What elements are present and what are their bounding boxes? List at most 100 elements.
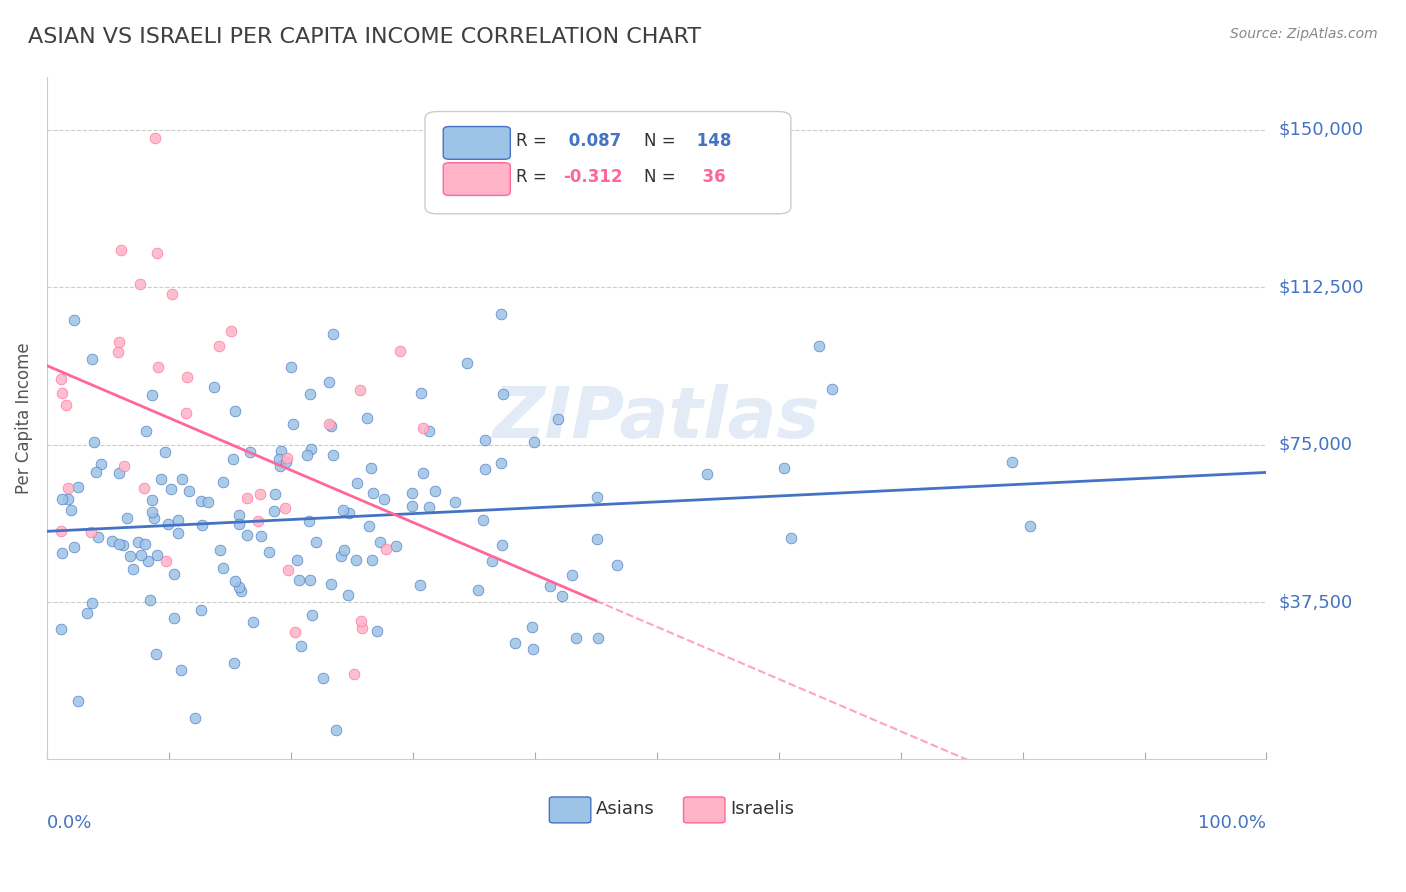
Point xyxy=(333,543,356,558)
Text: $112,500: $112,500 xyxy=(1278,278,1364,296)
Point xyxy=(51,524,73,538)
Text: R =: R = xyxy=(516,168,553,186)
Text: N =: N = xyxy=(644,132,676,150)
Point xyxy=(155,554,177,568)
Point xyxy=(55,398,77,412)
Point xyxy=(290,640,312,654)
Point xyxy=(489,307,512,321)
Point xyxy=(83,434,105,449)
Point xyxy=(224,404,246,418)
Y-axis label: Per Capita Income: Per Capita Income xyxy=(15,343,32,494)
Point xyxy=(277,563,299,577)
FancyBboxPatch shape xyxy=(443,162,510,195)
Point xyxy=(108,334,131,349)
Point xyxy=(63,313,86,327)
Point xyxy=(51,492,73,507)
Point xyxy=(357,519,380,533)
Point xyxy=(585,532,607,546)
Point xyxy=(58,492,80,507)
Point xyxy=(157,516,180,531)
Point xyxy=(481,554,503,568)
Point xyxy=(59,502,82,516)
Point xyxy=(298,514,321,528)
FancyBboxPatch shape xyxy=(425,112,790,214)
Point xyxy=(491,538,513,552)
Point xyxy=(179,483,201,498)
Point xyxy=(270,444,292,458)
Point xyxy=(520,620,543,634)
Point xyxy=(62,540,84,554)
Point xyxy=(408,578,430,592)
Point xyxy=(153,445,176,459)
Point xyxy=(276,451,298,466)
Point xyxy=(143,131,166,145)
Point xyxy=(322,448,344,462)
Point xyxy=(143,511,166,525)
Point xyxy=(318,417,340,432)
Point xyxy=(145,647,167,661)
Text: Source: ZipAtlas.com: Source: ZipAtlas.com xyxy=(1230,27,1378,41)
Point xyxy=(90,458,112,472)
Point xyxy=(236,528,259,542)
Point xyxy=(202,380,225,394)
Point xyxy=(207,339,229,353)
Point xyxy=(368,534,391,549)
Point xyxy=(235,491,257,505)
Point xyxy=(505,636,527,650)
Point xyxy=(145,246,167,260)
Point xyxy=(330,549,353,563)
Point xyxy=(110,243,132,257)
Point xyxy=(321,418,343,433)
Text: ASIAN VS ISRAELI PER CAPITA INCOME CORRELATION CHART: ASIAN VS ISRAELI PER CAPITA INCOME CORRE… xyxy=(28,27,702,46)
Point xyxy=(87,530,110,544)
Point xyxy=(162,287,184,301)
Point xyxy=(551,590,574,604)
Point xyxy=(423,483,446,498)
Point xyxy=(288,573,311,587)
Point xyxy=(163,567,186,582)
Point xyxy=(228,580,250,594)
Point xyxy=(127,535,149,549)
Point xyxy=(141,493,163,508)
Point xyxy=(107,537,129,551)
Text: $150,000: $150,000 xyxy=(1278,121,1364,139)
Point xyxy=(51,372,73,386)
Text: 0.087: 0.087 xyxy=(562,132,621,150)
Point xyxy=(269,459,291,474)
Point xyxy=(299,573,322,587)
Point xyxy=(588,631,610,645)
Point xyxy=(301,608,323,623)
Point xyxy=(76,606,98,620)
Point xyxy=(301,442,323,457)
Point xyxy=(212,560,235,574)
Point xyxy=(263,503,285,517)
Point xyxy=(82,352,104,367)
Point xyxy=(444,495,467,509)
Point xyxy=(361,486,384,500)
Point xyxy=(132,481,155,495)
Point xyxy=(467,583,489,598)
Text: 36: 36 xyxy=(690,168,725,186)
Point xyxy=(298,387,321,401)
Point xyxy=(373,491,395,506)
Point xyxy=(412,467,434,481)
Point xyxy=(82,596,104,610)
Point xyxy=(409,385,432,400)
Point xyxy=(779,532,801,546)
Point xyxy=(385,540,408,554)
Text: 100.0%: 100.0% xyxy=(1198,814,1267,832)
Point xyxy=(222,451,245,466)
Point xyxy=(1001,455,1024,469)
Point xyxy=(295,448,318,462)
Point xyxy=(80,524,103,539)
Point xyxy=(249,487,271,501)
Point xyxy=(412,421,434,435)
Point xyxy=(208,543,231,558)
Point xyxy=(115,510,138,524)
Point xyxy=(489,456,512,470)
Point xyxy=(135,425,157,439)
Point xyxy=(51,386,73,401)
Point xyxy=(456,356,478,370)
Point xyxy=(246,514,269,528)
Point xyxy=(67,694,90,708)
